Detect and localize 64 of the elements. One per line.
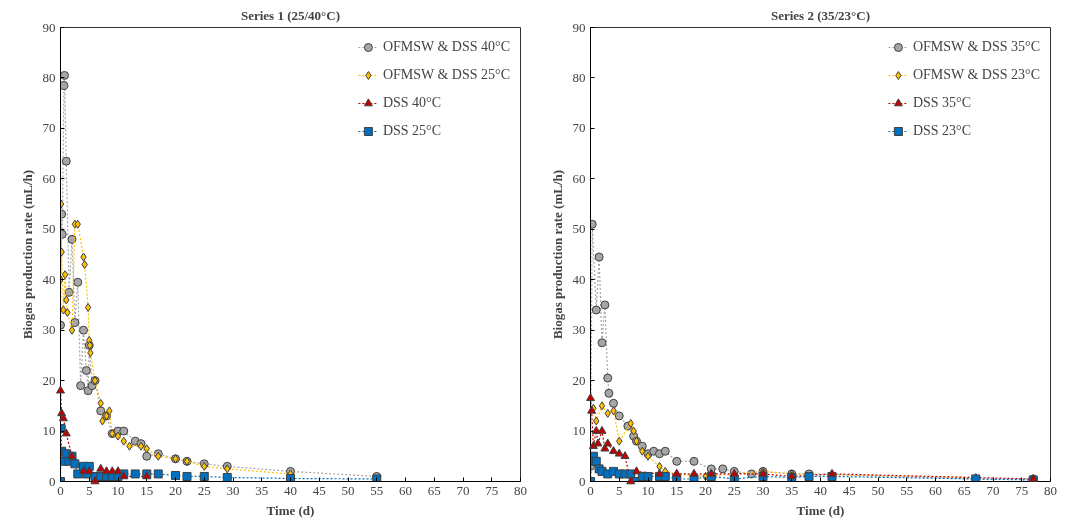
x-tick-label: 55 bbox=[900, 482, 914, 498]
legend-label: DSS 40°C bbox=[382, 95, 442, 111]
legend-label: OFMSW & DSS 40°C bbox=[382, 39, 510, 55]
y-tick-label: 70 bbox=[572, 120, 586, 136]
x-tick-label: 15 bbox=[670, 482, 684, 498]
x-tick-label: 20 bbox=[169, 482, 182, 498]
y-tick-label: 50 bbox=[42, 221, 56, 237]
x-tick-label: 25 bbox=[727, 482, 741, 498]
x-tick-label: 60 bbox=[929, 482, 942, 498]
x-tick-label: 40 bbox=[284, 482, 297, 498]
y-tick-label: 70 bbox=[42, 120, 56, 136]
y-tick-label: 40 bbox=[572, 271, 586, 287]
x-tick-label: 80 bbox=[514, 482, 527, 498]
y-tick-label: 30 bbox=[572, 322, 586, 338]
y-tick-label: 20 bbox=[572, 372, 586, 388]
x-tick-label: 40 bbox=[814, 482, 827, 498]
x-tick-label: 35 bbox=[785, 482, 799, 498]
x-tick-label: 50 bbox=[341, 482, 355, 498]
y-axis-title: Biogas production rate (mL/h) bbox=[19, 169, 35, 340]
legend-label: DSS 25°C bbox=[382, 123, 442, 139]
x-tick-label: 5 bbox=[616, 482, 623, 498]
y-tick-label: 80 bbox=[572, 69, 586, 85]
y-axis-title: Biogas production rate (mL/h) bbox=[549, 169, 565, 340]
x-tick-label: 55 bbox=[370, 482, 384, 498]
x-tick-label: 30 bbox=[756, 482, 770, 498]
x-tick-label: 75 bbox=[1015, 482, 1029, 498]
legend-label: OFMSW & DSS 23°C bbox=[912, 67, 1040, 83]
x-tick-label: 65 bbox=[957, 482, 971, 498]
y-tick-label: 40 bbox=[42, 271, 56, 287]
legend-label: DSS 35°C bbox=[912, 95, 972, 111]
x-tick-label: 60 bbox=[399, 482, 412, 498]
x-tick-label: 25 bbox=[197, 482, 211, 498]
x-tick-label: 45 bbox=[842, 482, 856, 498]
y-tick-label: 60 bbox=[572, 170, 586, 186]
x-tick-label: 10 bbox=[641, 482, 655, 498]
chart-title: Series 2 (35/23°C) bbox=[770, 7, 871, 23]
legend-label: OFMSW & DSS 35°C bbox=[912, 39, 1040, 55]
y-tick-label: 10 bbox=[572, 423, 586, 439]
x-tick-label: 20 bbox=[699, 482, 712, 498]
x-tick-label: 10 bbox=[111, 482, 125, 498]
x-tick-label: 70 bbox=[456, 482, 470, 498]
y-tick-label: 80 bbox=[42, 69, 56, 85]
x-tick-label: 5 bbox=[86, 482, 93, 498]
x-tick-label: 75 bbox=[485, 482, 499, 498]
y-tick-label: 90 bbox=[42, 19, 56, 35]
x-tick-label: 80 bbox=[1044, 482, 1057, 498]
y-tick-label: 60 bbox=[42, 170, 56, 186]
y-tick-label: 30 bbox=[42, 322, 56, 338]
x-tick-label: 15 bbox=[140, 482, 154, 498]
x-axis-title: Time (d) bbox=[266, 502, 315, 518]
x-tick-label: 30 bbox=[226, 482, 240, 498]
y-tick-label: 20 bbox=[42, 372, 56, 388]
y-tick-label: 50 bbox=[572, 221, 586, 237]
y-tick-label: 10 bbox=[42, 423, 56, 439]
legend-label: DSS 23°C bbox=[912, 123, 972, 139]
y-tick-label: 90 bbox=[572, 19, 586, 35]
x-axis-title: Time (d) bbox=[796, 502, 845, 518]
x-tick-label: 35 bbox=[255, 482, 269, 498]
legend-label: OFMSW & DSS 25°C bbox=[382, 67, 510, 83]
x-tick-label: 45 bbox=[312, 482, 326, 498]
x-tick-label: 50 bbox=[871, 482, 885, 498]
chart-title: Series 1 (25/40°C) bbox=[240, 7, 341, 23]
x-tick-label: 65 bbox=[427, 482, 441, 498]
x-tick-label: 70 bbox=[986, 482, 1000, 498]
